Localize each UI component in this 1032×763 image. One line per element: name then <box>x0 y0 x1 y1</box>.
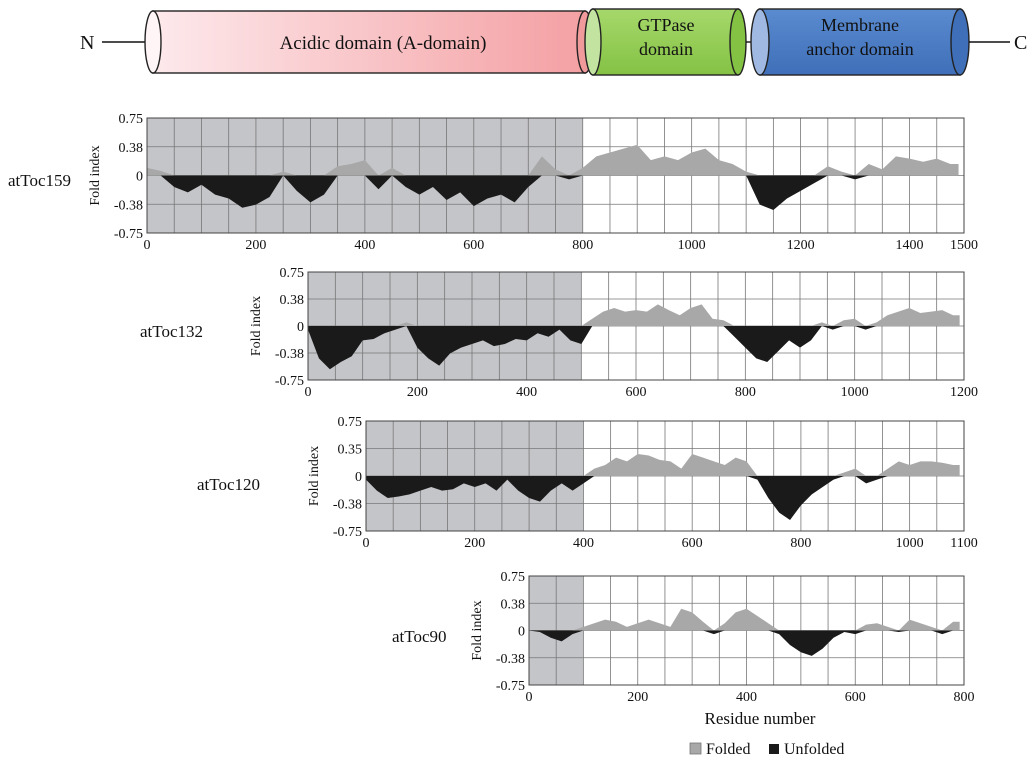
legend-unfolded-swatch <box>769 744 779 754</box>
unfolded-area <box>308 326 960 370</box>
plot-frame <box>528 575 965 686</box>
x-tick-label: 1100 <box>950 536 977 551</box>
y-tick-label: 0.35 <box>338 443 363 458</box>
y-tick-label: 0.38 <box>501 597 526 612</box>
legend-folded-swatch <box>689 742 702 755</box>
x-tick-label: 600 <box>682 536 703 551</box>
x-tick-label: 1200 <box>950 385 978 400</box>
y-tick-label: 0 <box>297 320 304 335</box>
domain-schematic: N Acidic domain (A-domain) GTPase domain… <box>80 8 1027 76</box>
legend-unfolded-label: Unfolded <box>784 741 844 758</box>
y-tick-label: 0.75 <box>119 112 144 127</box>
acidic-domain-label: Acidic domain (A-domain) <box>280 33 487 54</box>
y-tick-label: 0.75 <box>280 266 305 281</box>
panel-atToc120: 0.750.350-0.38-0.750 200 400 600 800 1000 1100… <box>197 415 978 551</box>
x-axis-title: Residue number <box>705 709 816 728</box>
x-tick-label: 200 <box>627 690 648 705</box>
y-tick-label: -0.38 <box>333 498 362 513</box>
y-tick-label: 0.75 <box>338 415 363 430</box>
x-tick-label: 800 <box>572 238 593 253</box>
x-tick-label: 0 <box>305 385 312 400</box>
x-tick-label: 800 <box>954 690 975 705</box>
legend-folded-label: Folded <box>706 741 750 758</box>
x-tick-label: 600 <box>626 385 647 400</box>
protein-name-label: atToc159 <box>8 171 71 190</box>
x-tick-label: 200 <box>245 238 266 253</box>
unfolded-area <box>529 630 960 656</box>
x-tick-label: 0 <box>144 238 151 253</box>
fold-index-panels: 0.750.380-0.38-0.750 200 400 600 800 1000 1200… <box>8 112 978 705</box>
x-tick-label: 1200 <box>787 238 815 253</box>
x-tick-label: 600 <box>845 690 866 705</box>
x-tick-label: 1400 <box>896 238 924 253</box>
x-tick-label: 800 <box>790 536 811 551</box>
y-tick-label: -0.75 <box>496 679 525 694</box>
y-tick-label: -0.38 <box>114 198 143 213</box>
x-tick-label: 0 <box>526 690 533 705</box>
y-tick-label: 0 <box>136 170 143 185</box>
unfolded-area <box>366 476 960 520</box>
protein-name-label: atToc132 <box>140 322 203 341</box>
plot-frame <box>365 420 965 532</box>
gtpase-domain-cylinder: GTPase domain <box>584 8 747 76</box>
y-axis-label: Fold index <box>307 446 322 506</box>
acidic-domain-cylinder: Acidic domain (A-domain) <box>144 10 594 74</box>
y-tick-label: 0.38 <box>119 141 144 156</box>
x-tick-label: 1500 <box>950 238 978 253</box>
unfolded-area <box>147 175 959 210</box>
plot-frame <box>307 271 965 381</box>
membrane-label-line2: anchor domain <box>806 39 913 59</box>
x-tick-label: 0 <box>363 536 370 551</box>
membrane-anchor-cylinder: Membrane anchor domain <box>750 8 970 76</box>
figure-footer: Residue number Folded Unfolded <box>689 709 844 758</box>
x-tick-label: 600 <box>463 238 484 253</box>
x-tick-label: 1000 <box>678 238 706 253</box>
x-tick-label: 800 <box>735 385 756 400</box>
legend: Folded Unfolded <box>689 741 844 758</box>
c-terminus-label: C <box>1014 32 1027 54</box>
y-tick-label: -0.75 <box>275 374 304 389</box>
y-tick-label: -0.38 <box>275 347 304 362</box>
y-axis-label: Fold index <box>249 296 264 356</box>
x-tick-label: 1000 <box>841 385 869 400</box>
y-tick-label: -0.75 <box>114 227 143 242</box>
y-tick-label: 0.38 <box>280 293 305 308</box>
x-tick-label: 400 <box>516 385 537 400</box>
panel-atToc159: 0.750.380-0.38-0.750 200 400 600 800 1000 1200… <box>8 112 978 253</box>
folded-area <box>529 608 960 631</box>
y-tick-label: 0 <box>355 470 362 485</box>
plot-frame <box>146 117 965 234</box>
folded-area <box>366 454 960 476</box>
x-tick-label: 400 <box>354 238 375 253</box>
x-tick-label: 200 <box>464 536 485 551</box>
x-tick-label: 1000 <box>896 536 924 551</box>
y-tick-label: 0 <box>518 625 525 640</box>
gtpase-label-line2: domain <box>639 39 693 59</box>
y-tick-label: -0.75 <box>333 525 362 540</box>
n-terminus-label: N <box>80 32 94 54</box>
x-tick-label: 400 <box>736 690 757 705</box>
panel-atToc132: 0.750.380-0.38-0.750 200 400 600 800 1000 1200… <box>140 266 978 400</box>
protein-name-label: atToc120 <box>197 475 260 494</box>
x-tick-label: 200 <box>407 385 428 400</box>
y-axis-label: Fold index <box>470 600 485 660</box>
protein-name-label: atToc90 <box>392 627 447 646</box>
gtpase-label-line1: GTPase <box>638 15 695 35</box>
folded-area <box>147 144 959 176</box>
y-tick-label: 0.75 <box>501 570 526 585</box>
y-axis-label: Fold index <box>88 145 103 205</box>
y-tick-label: -0.38 <box>496 652 525 667</box>
folded-area <box>308 304 960 326</box>
x-tick-label: 400 <box>573 536 594 551</box>
membrane-label-line1: Membrane <box>821 15 899 35</box>
